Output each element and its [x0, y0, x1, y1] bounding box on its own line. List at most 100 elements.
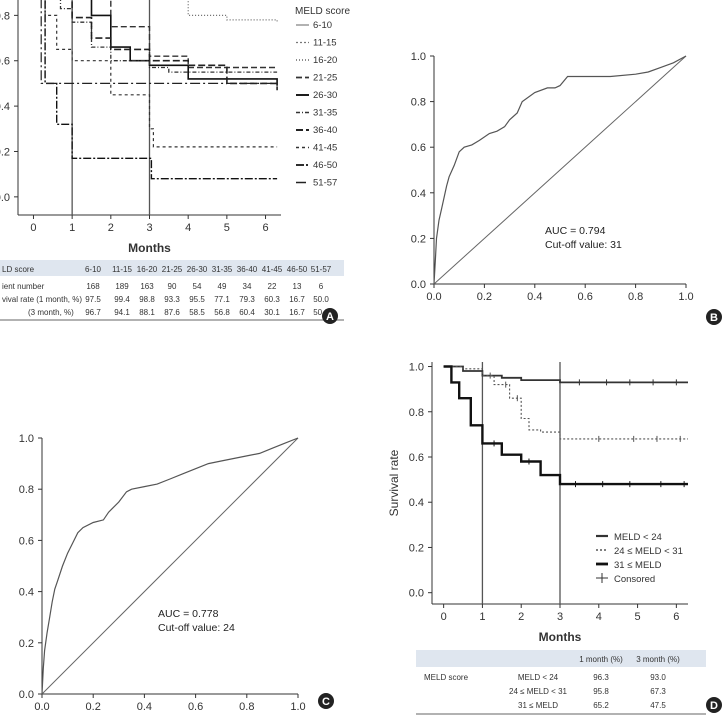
- x-axis-label: Months: [539, 630, 582, 644]
- survival-curve-36-40: [71, 0, 278, 91]
- table-cell: 95.5: [189, 295, 205, 304]
- x-tick-label: 5: [224, 222, 230, 234]
- annotation: AUC = 0.794: [545, 225, 606, 237]
- x-tick-label: 0.4: [527, 291, 542, 303]
- table-header-cell: 31-35: [212, 265, 233, 274]
- x-tick-label: 5: [635, 611, 641, 623]
- table-cell: 58.5: [189, 308, 205, 317]
- y-tick-label: 0.6: [0, 56, 10, 68]
- table-cell: 47.5: [650, 701, 666, 710]
- x-tick-label: 1.0: [678, 291, 693, 303]
- x-tick-label: 6: [262, 222, 268, 234]
- table-cell: 56.8: [214, 308, 230, 317]
- y-tick-label: 0.0: [0, 192, 10, 204]
- survival-curve-16-20: [187, 0, 278, 23]
- table-header-cell: 26-30: [187, 265, 208, 274]
- x-tick-label: 0.6: [188, 701, 203, 713]
- panel-label-badge: [318, 693, 334, 709]
- x-tick-label: 0: [441, 611, 447, 623]
- y-tick-label: 0.2: [19, 638, 34, 650]
- y-axis-label: Survival rate: [387, 449, 401, 516]
- y-tick-label: 0.4: [411, 188, 426, 200]
- table-cell: vival rate (1 month, %): [2, 295, 82, 304]
- table-cell: 50.0: [313, 295, 329, 304]
- table-cell: 54: [193, 282, 202, 291]
- y-tick-label: 0.0: [411, 279, 426, 291]
- legend-entry: MELD < 24: [614, 532, 662, 543]
- panel-label-badge: [706, 309, 722, 325]
- survival-curve-26-30: [90, 0, 278, 86]
- legend-entry: 21-25: [313, 73, 337, 84]
- table-header-cell: LD score: [2, 265, 35, 274]
- table-cell: 96.7: [85, 308, 101, 317]
- table-cell: 34: [243, 282, 252, 291]
- survival-curve-41-45: [44, 0, 278, 148]
- table-cell: 24 ≤ MELD < 31: [509, 687, 568, 696]
- table-cell: 87.6: [164, 308, 180, 317]
- table-cell: 95.8: [593, 687, 609, 696]
- x-tick-label: 2: [108, 222, 114, 234]
- table-cell: 163: [140, 282, 154, 291]
- axes-d: 0 1 2 3 4 5 6 0.0 0.2 0.4 0.6 0.8 1.0 MELD < 24 24 ≤ M…: [387, 362, 688, 644]
- y-tick-label: 1.0: [19, 433, 34, 445]
- panel-label: B: [710, 312, 718, 324]
- panel-label: A: [326, 311, 334, 323]
- table-cell: 189: [115, 282, 129, 291]
- x-axis-label: Months: [128, 241, 171, 255]
- x-tick-label: 1.0: [290, 701, 305, 713]
- axes-a: 0 1 2 3 4 5 6 0.0 0.2 0.4 0.6 0.8 MELD score 6-10 11-1…: [0, 0, 350, 255]
- table-header-cell: 16-20: [137, 265, 158, 274]
- x-tick-label: 0.2: [477, 291, 492, 303]
- x-tick-label: 4: [185, 222, 191, 234]
- x-tick-label: 2: [518, 611, 524, 623]
- x-tick-label: 1: [479, 611, 485, 623]
- table-cell: MELD < 24: [518, 673, 559, 682]
- table-cell: 13: [293, 282, 302, 291]
- y-tick-label: 0.6: [409, 452, 424, 464]
- table-header-cell: 6-10: [85, 265, 102, 274]
- table-d: 1 month (%) 3 month (%) MELD score MELD < 2…: [416, 650, 706, 715]
- legend-entry: 6-10: [313, 20, 332, 31]
- table-header-cell: 41-45: [262, 265, 283, 274]
- reference-diagonal: [41, 437, 299, 695]
- table-cell: 60.3: [264, 295, 280, 304]
- y-tick-label: 1.0: [409, 362, 424, 374]
- table-header-cell: 1 month (%): [579, 655, 623, 664]
- table-cell: 96.3: [593, 673, 609, 682]
- panel-label-badge: [706, 697, 722, 713]
- table-header-cell: 21-25: [162, 265, 183, 274]
- y-tick-label: 0.4: [409, 497, 424, 509]
- table-cell: MELD score: [424, 673, 469, 682]
- table-cell: 16.7: [289, 308, 305, 317]
- table-cell: 88.1: [139, 308, 155, 317]
- legend-entry: 31-35: [313, 108, 337, 119]
- table-cell: 49: [218, 282, 227, 291]
- survival-curve-0: [443, 365, 688, 384]
- table-header-cell: 36-40: [237, 265, 258, 274]
- table-cell: ient number: [2, 282, 45, 291]
- legend-entry: 11-15: [313, 38, 337, 49]
- y-tick-label: 0.8: [0, 10, 10, 22]
- survival-curve-1: [443, 365, 688, 440]
- legend-entry: 46-50: [313, 160, 337, 171]
- legend-entry: 31 ≤ MELD: [614, 560, 662, 571]
- y-tick-label: 0.0: [409, 588, 424, 600]
- y-tick-label: 0.6: [411, 142, 426, 154]
- table-header-cell: 51-57: [311, 265, 332, 274]
- table-cell: 67.3: [650, 687, 666, 696]
- panel-label: D: [710, 700, 718, 712]
- table-cell: 94.1: [114, 308, 130, 317]
- table-cell: 22: [268, 282, 277, 291]
- table-cell: 79.3: [239, 295, 255, 304]
- table-cell: 93.3: [164, 295, 180, 304]
- y-tick-label: 0.8: [19, 484, 34, 496]
- x-tick-label: 0.6: [578, 291, 593, 303]
- table-cell: 77.1: [214, 295, 230, 304]
- reference-diagonal: [433, 55, 687, 285]
- table-header-cell: 46-50: [287, 265, 308, 274]
- x-tick-label: 0.4: [137, 701, 152, 713]
- y-tick-label: 0.6: [19, 535, 34, 547]
- y-tick-label: 0.8: [411, 97, 426, 109]
- table-cell: 60.4: [239, 308, 255, 317]
